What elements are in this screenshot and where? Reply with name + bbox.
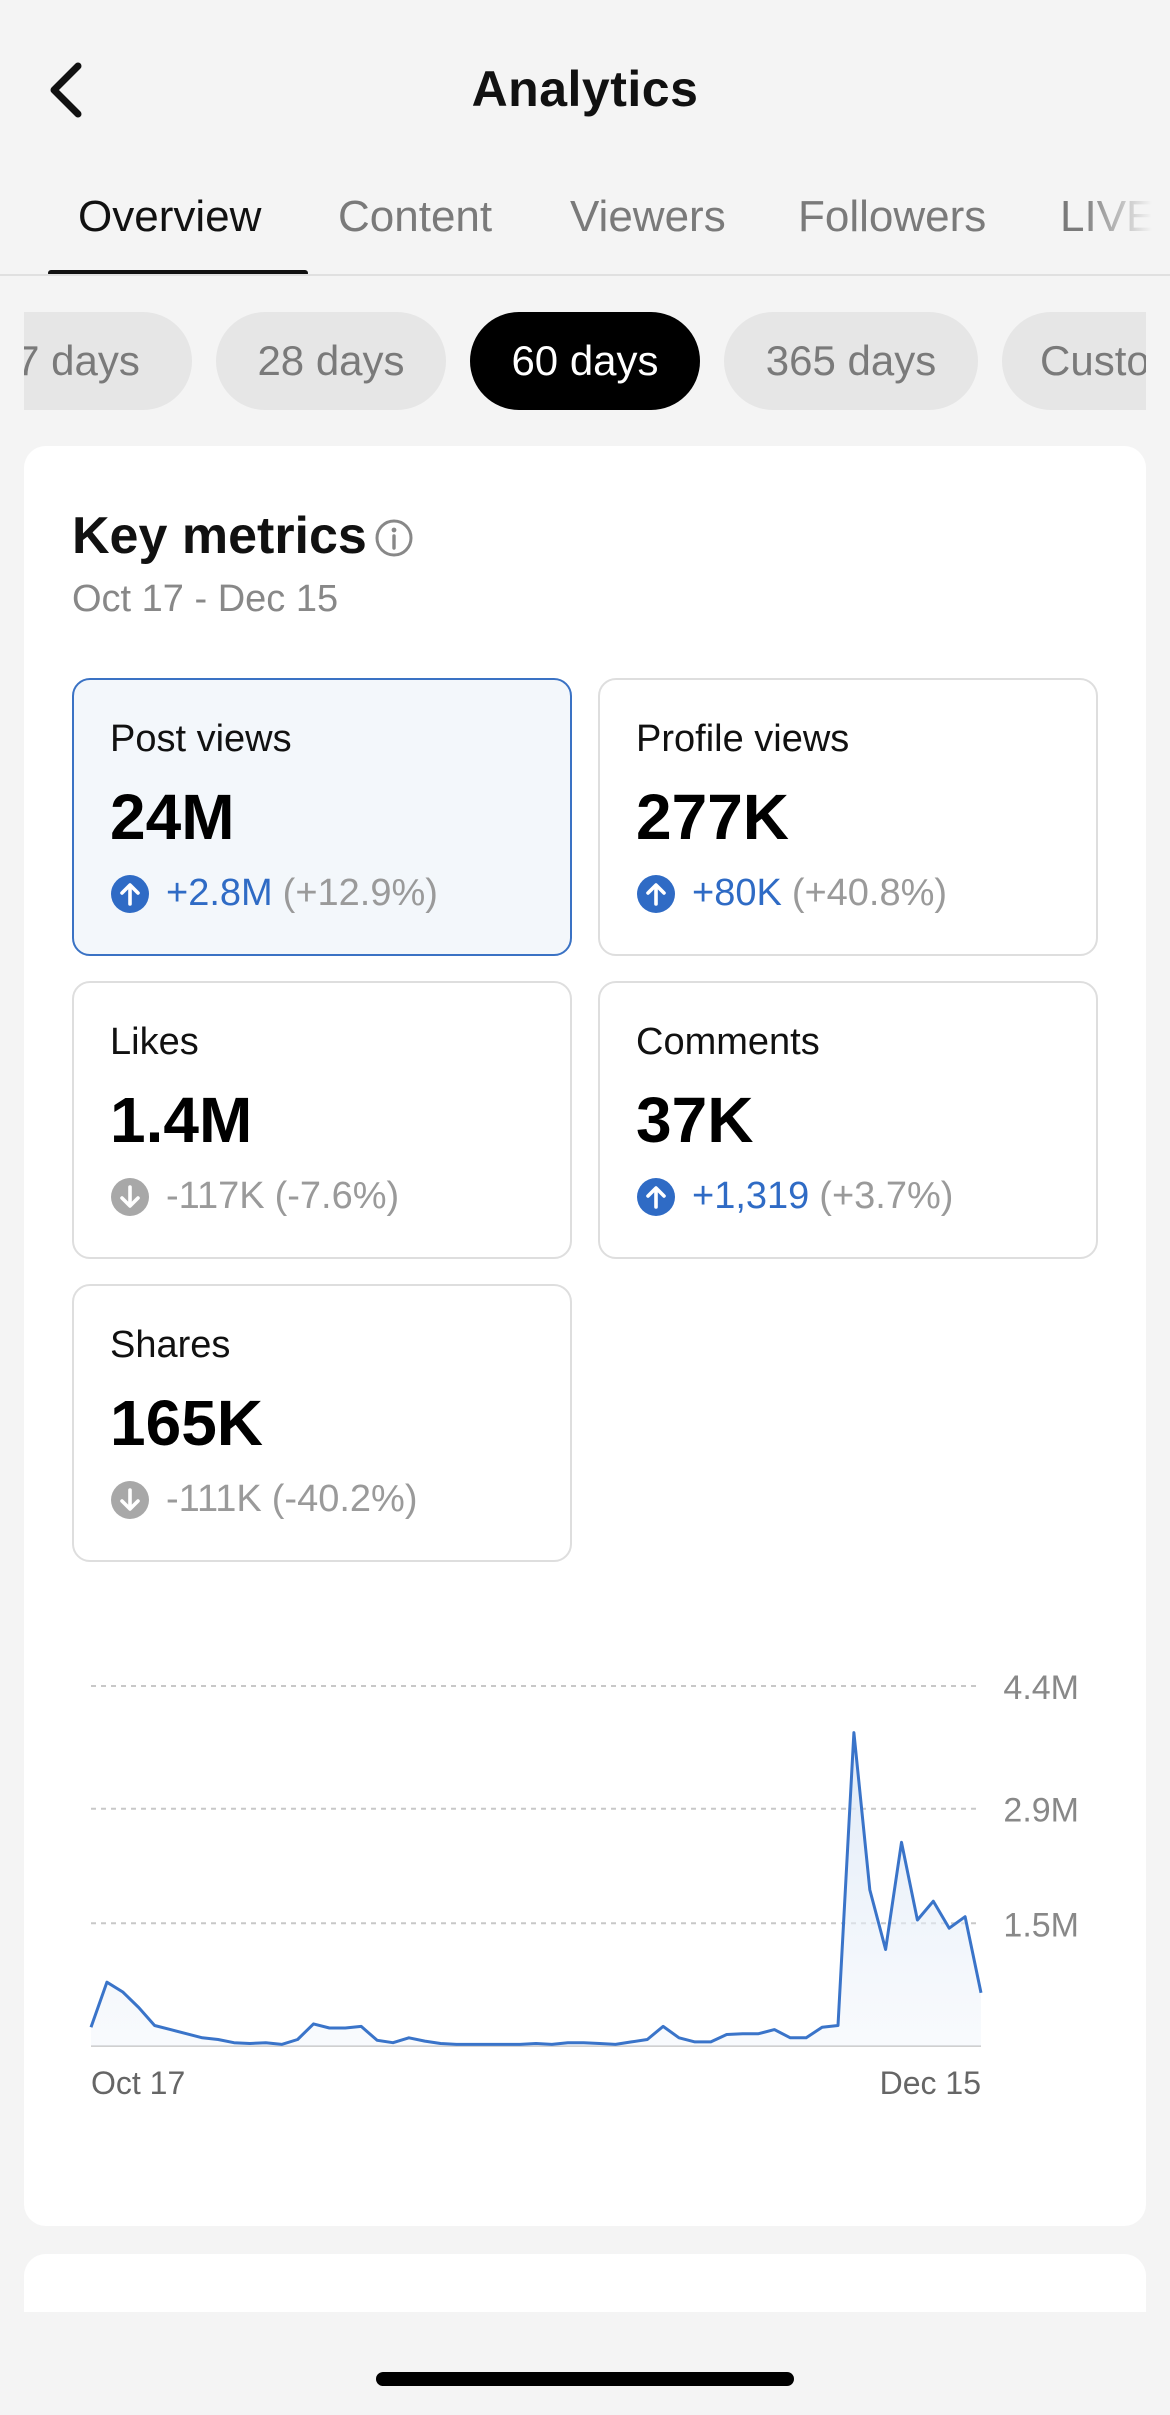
metric-delta: +2.8M (166, 872, 273, 914)
metric-post-views[interactable]: Post views 24M +2.8M (+12.9%) (72, 678, 572, 956)
key-metrics-title: Key metrics (72, 507, 367, 565)
metric-change: +1,319 (+3.7%) (636, 1175, 953, 1218)
page-title: Analytics (471, 61, 699, 117)
post-views-chart[interactable]: 4.4M 2.9M 1.5M Oct 17 Dec 15 (24, 1586, 1146, 2146)
metric-change: -117K (-7.6%) (110, 1175, 399, 1218)
top-bar: Analytics (0, 0, 1170, 180)
metric-label: Likes (110, 1021, 199, 1063)
metric-label: Profile views (636, 718, 850, 760)
y-tick-label: 1.5M (1003, 1906, 1079, 1944)
tab-viewers[interactable]: Viewers (570, 192, 726, 241)
metric-delta: -111K (166, 1478, 262, 1520)
metric-shares[interactable]: Shares 165K -111K (-40.2%) (72, 1284, 572, 1562)
series-line (89, 1731, 983, 2046)
arrow-up-circle-icon (637, 874, 675, 913)
tab-live[interactable]: LIVE (1060, 192, 1156, 241)
metric-change: +80K (+40.8%) (636, 872, 947, 915)
key-metrics-card: Key metrics Oct 17 - Dec 15 Post views 2… (24, 446, 1146, 2226)
metric-percent: (+12.9%) (282, 872, 438, 914)
metric-value: 37K (636, 1084, 754, 1156)
metric-percent: (-7.6%) (274, 1175, 400, 1217)
tab-followers[interactable]: Followers (798, 192, 987, 241)
metric-delta: -117K (166, 1175, 265, 1217)
x-tick-label: Dec 15 (880, 2065, 981, 2101)
active-tab-indicator (48, 270, 308, 274)
back-button[interactable] (40, 58, 92, 122)
pill-7-days[interactable]: 7 days (24, 312, 192, 410)
arrow-up-circle-icon (111, 874, 149, 913)
area-fill (91, 1732, 981, 2046)
metric-value: 1.4M (110, 1084, 253, 1156)
metric-profile-views[interactable]: Profile views 277K +80K (+40.8%) (598, 678, 1098, 956)
arrow-down-circle-icon (111, 1480, 149, 1519)
metric-delta: +1,319 (692, 1175, 810, 1217)
date-range: Oct 17 - Dec 15 (72, 578, 339, 620)
metric-label: Post views (110, 718, 292, 760)
home-indicator[interactable] (376, 2372, 794, 2386)
arrow-down-circle-icon (111, 1177, 149, 1216)
arrow-up-circle-icon (637, 1177, 675, 1216)
metric-comments[interactable]: Comments 37K +1,319 (+3.7%) (598, 981, 1098, 1259)
metric-change: +2.8M (+12.9%) (110, 872, 438, 915)
metric-value: 24M (110, 781, 235, 853)
pill-365-days[interactable]: 365 days (724, 312, 978, 410)
metric-delta: +80K (692, 872, 782, 914)
metric-percent: (+40.8%) (791, 872, 948, 914)
tab-content[interactable]: Content (338, 192, 493, 241)
tab-overview[interactable]: Overview (78, 192, 262, 241)
metric-value: 165K (110, 1387, 263, 1459)
info-circle-icon[interactable] (374, 518, 414, 558)
y-tick-label: 4.4M (1003, 1669, 1079, 1707)
bottom-area (0, 2312, 1170, 2415)
metric-label: Comments (636, 1021, 820, 1063)
metric-change: -111K (-40.2%) (110, 1478, 417, 1521)
date-filter-bar: 7 days 28 days 60 days 365 days Custom (24, 312, 1146, 410)
metric-likes[interactable]: Likes 1.4M -117K (-7.6%) (72, 981, 572, 1259)
metric-percent: (-40.2%) (271, 1478, 418, 1520)
y-tick-label: 2.9M (1003, 1792, 1079, 1830)
chevron-left-icon (50, 62, 82, 118)
pill-custom[interactable]: Custom (1002, 312, 1146, 410)
metric-percent: (+3.7%) (819, 1175, 954, 1217)
pill-60-days[interactable]: 60 days (470, 312, 700, 410)
tab-bar: Overview Content Viewers Followers LIVE (0, 180, 1170, 276)
metric-value: 277K (636, 781, 789, 853)
x-tick-label: Oct 17 (91, 2065, 185, 2101)
metric-label: Shares (110, 1324, 231, 1366)
pill-28-days[interactable]: 28 days (216, 312, 446, 410)
